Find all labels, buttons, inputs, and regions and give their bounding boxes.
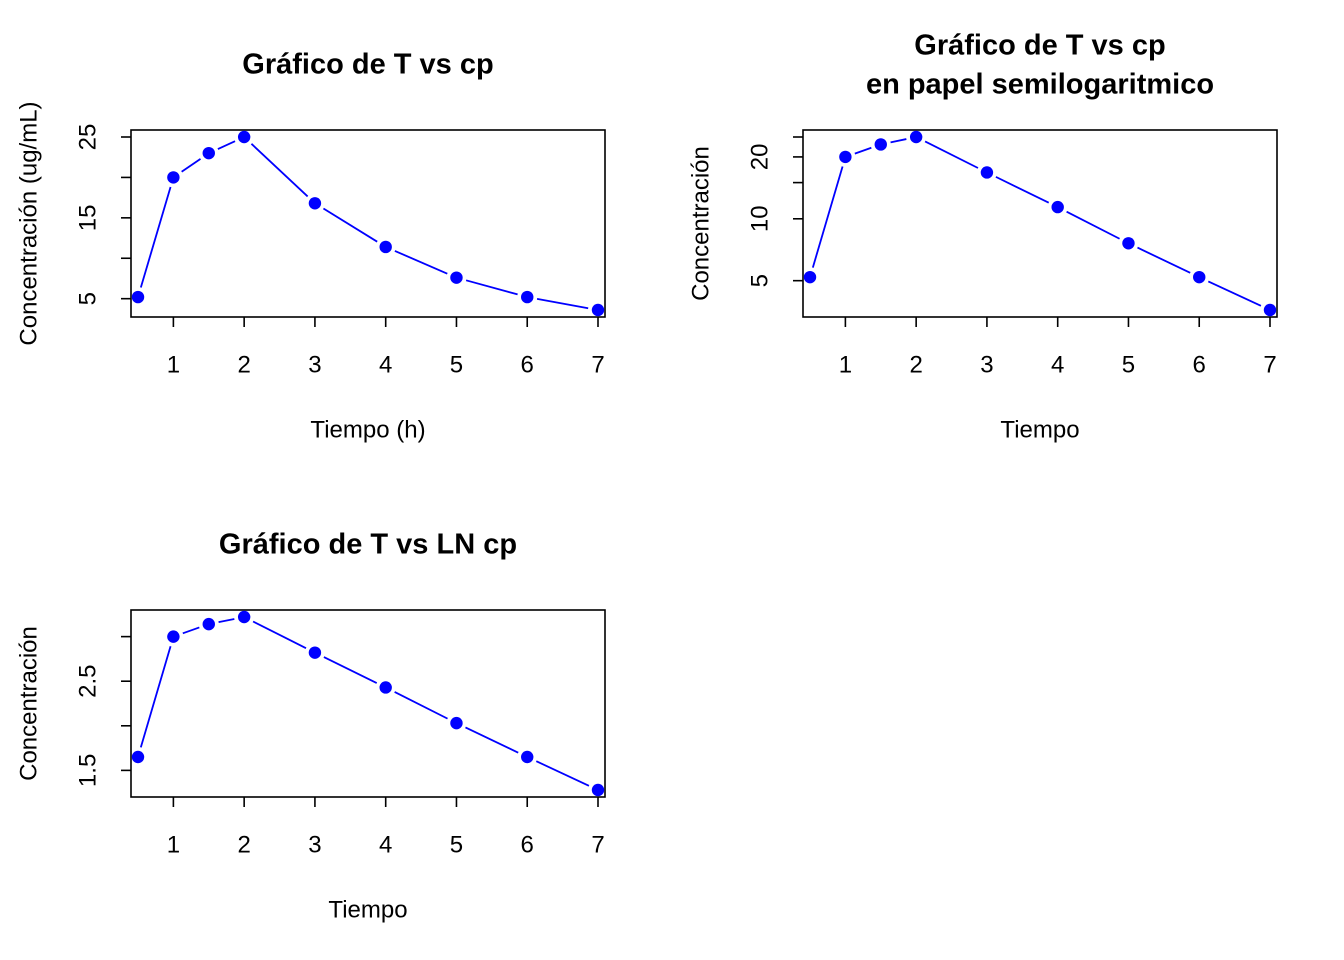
series-line-segment [1066,210,1120,240]
plot-frame [802,129,1278,318]
data-point [202,146,215,160]
chart-title: Gráfico de T vs cp [914,30,1165,62]
x-tick-label: 3 [980,351,993,378]
y-tick-label: 5 [746,274,773,287]
data-point [1193,270,1206,284]
x-tick-label: 1 [839,351,852,378]
y-tick-label: 20 [746,144,773,171]
data-point [1051,200,1064,214]
data-point [308,197,322,210]
series-line-segment [854,146,872,155]
x-tick-label: 1 [167,831,180,858]
data-point [450,716,463,730]
plot-frame [130,609,606,798]
data-point [874,138,887,151]
x-tick-label: 4 [379,351,392,378]
y-tick-label: 2.5 [74,665,101,698]
series-line-segment [181,158,202,173]
data-point [521,290,534,304]
series-line-segment [1207,280,1262,307]
data-point [167,630,180,643]
y-tick-label: 10 [746,205,773,232]
series-line-segment [890,138,907,144]
data-point [521,750,534,764]
y-axis-label: Concentración [687,146,714,301]
chart-panel-3: Gráfico de T vs LN cp Tiempo Concentración… [15,529,606,923]
x-tick-label: 6 [521,831,534,858]
y-tick-label: 1.5 [74,754,101,787]
x-tick-label: 6 [1193,351,1206,378]
chart-panel-2: Gráfico de T vs cp en papel semilogaritmi… [687,30,1278,443]
data-point [909,130,923,144]
x-tick-label: 2 [237,831,250,858]
x-axis-label: Tiempo (h) [310,416,425,443]
series-line-segment [535,760,590,787]
x-tick-label: 2 [909,351,922,378]
series-line-segment [811,166,844,268]
data-point [131,750,145,764]
data-point [591,783,605,797]
y-tick-label: 25 [74,124,101,151]
data-point [803,270,817,284]
series-line-segment [924,140,979,169]
series-line-segment [394,250,448,275]
x-tick-label: 3 [308,351,321,378]
y-axis-label: Concentración [15,626,42,781]
x-tick-label: 7 [591,351,604,378]
x-tick-label: 6 [521,351,534,378]
series-line-segment [182,626,200,635]
y-tick-label: 15 [74,204,101,231]
series-line-segment [139,186,172,288]
plot-frame [130,129,606,318]
series-line-segment [465,726,519,754]
series-line-segment [465,279,518,296]
series-line-segment [218,618,235,624]
series-line-segment [536,297,589,310]
data-point [237,610,251,624]
data-point [379,681,392,694]
x-tick-label: 7 [591,831,604,858]
series-line-segment [394,691,448,720]
chart-panel-1: Gráfico de T vs cp Tiempo (h) Concentració… [15,49,606,443]
x-axis-label: Tiempo [328,896,407,923]
data-point [131,290,145,304]
chart-title: Gráfico de T vs LN cp [219,529,517,561]
x-tick-label: 7 [1263,351,1276,378]
data-point [1122,237,1135,250]
chart-title: en papel semilogaritmico [866,69,1214,101]
data-point [1263,303,1277,317]
data-point [591,303,605,317]
data-point [308,646,322,659]
series-line-segment [250,143,309,198]
series-line-segment [217,140,236,150]
x-tick-label: 4 [1051,351,1064,378]
data-point [379,240,392,254]
x-tick-label: 5 [450,351,463,378]
y-tick-label: 5 [74,292,101,305]
x-tick-label: 3 [308,831,321,858]
chart-title: Gráfico de T vs cp [242,49,493,81]
x-tick-label: 5 [1122,351,1135,378]
x-tick-label: 4 [379,831,392,858]
x-tick-label: 1 [167,351,180,378]
x-tick-label: 5 [450,831,463,858]
series-line-segment [139,645,172,748]
data-point [450,271,463,284]
data-point [839,150,852,164]
series-line-segment [322,207,378,243]
series-line-segment [323,656,378,684]
series-line-segment [995,176,1050,204]
data-point [980,166,994,179]
series-line-segment [252,620,307,649]
x-axis-label: Tiempo [1000,416,1079,443]
x-tick-label: 2 [237,351,250,378]
data-point [202,617,215,631]
data-point [167,171,180,184]
y-axis-label: Concentración (ug/mL) [15,101,42,345]
data-point [237,130,251,144]
series-line-segment [1137,246,1191,274]
